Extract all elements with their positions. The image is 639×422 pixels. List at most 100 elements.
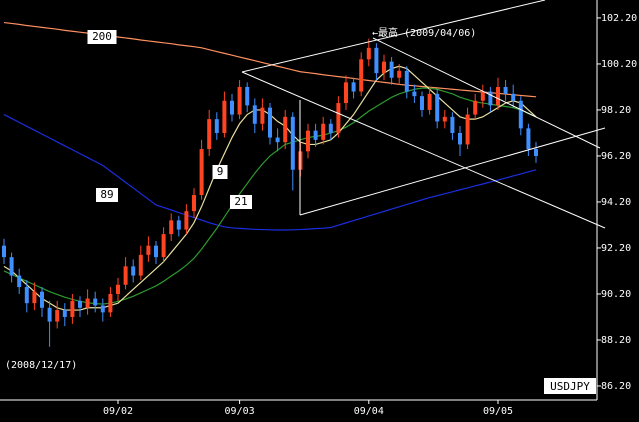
y-tick-label: 98.20 bbox=[601, 105, 631, 116]
candle-body bbox=[214, 119, 219, 133]
candle-body bbox=[503, 86, 508, 94]
candle-body bbox=[534, 149, 538, 156]
y-tick-label: 100.20 bbox=[601, 59, 637, 70]
candle-body bbox=[176, 220, 181, 230]
ma-label-box bbox=[87, 30, 117, 44]
candle-body bbox=[518, 100, 523, 129]
candle-body bbox=[290, 116, 295, 170]
x-tick-label: 09/04 bbox=[354, 406, 384, 417]
candle-body bbox=[184, 211, 189, 230]
trend-line bbox=[241, 0, 546, 73]
candle-body bbox=[222, 100, 227, 133]
ma-line bbox=[3, 87, 537, 305]
candle-body bbox=[260, 107, 265, 124]
trend-line bbox=[241, 71, 606, 229]
candle-body bbox=[199, 149, 204, 196]
candle-body bbox=[473, 100, 478, 115]
candle-body bbox=[62, 310, 67, 317]
candle-body bbox=[450, 116, 455, 133]
candle-body bbox=[169, 220, 174, 235]
y-tick-label: 90.20 bbox=[601, 289, 631, 300]
ma-label: 21 bbox=[234, 195, 247, 208]
candle-body bbox=[192, 195, 196, 212]
candle-body bbox=[93, 298, 98, 306]
ma-label-box bbox=[212, 165, 228, 179]
candle-body bbox=[131, 266, 136, 276]
ma-label-box bbox=[96, 188, 118, 202]
candle-body bbox=[207, 119, 212, 150]
ma-label: 200 bbox=[92, 30, 112, 43]
candle-body bbox=[389, 61, 394, 78]
candle-body bbox=[138, 254, 143, 276]
y-tick-label: 94.20 bbox=[601, 197, 631, 208]
candle-body bbox=[283, 116, 288, 143]
candle-body bbox=[420, 96, 424, 110]
candle-body bbox=[268, 107, 272, 138]
candle-body bbox=[123, 266, 128, 285]
annotation: ←最高 (2009/04/06) bbox=[372, 26, 476, 39]
candle-body bbox=[412, 91, 417, 97]
ma-label: 9 bbox=[217, 165, 224, 178]
candle-body bbox=[488, 91, 493, 106]
candle-body bbox=[526, 128, 531, 150]
candle-body bbox=[374, 47, 379, 74]
trend-line bbox=[299, 127, 606, 216]
y-tick-label: 86.20 bbox=[601, 381, 631, 392]
y-tick-label: 96.20 bbox=[601, 151, 631, 162]
candle-body bbox=[351, 82, 356, 92]
candle-body bbox=[465, 114, 470, 145]
candle-body bbox=[146, 245, 151, 255]
candle-body bbox=[108, 293, 113, 313]
ma-label: 89 bbox=[100, 188, 113, 201]
x-tick-label: 09/05 bbox=[483, 406, 513, 417]
candle-body bbox=[154, 245, 158, 258]
candle-body bbox=[366, 47, 371, 60]
candle-body bbox=[237, 86, 242, 115]
candle-body bbox=[161, 234, 166, 258]
candle-body bbox=[328, 123, 333, 133]
candle-body bbox=[116, 284, 120, 294]
ma-label-box bbox=[230, 195, 252, 209]
x-tick-label: 09/03 bbox=[225, 406, 255, 417]
candle-body bbox=[404, 70, 409, 92]
candle-body bbox=[442, 116, 447, 122]
candle-body bbox=[480, 91, 485, 101]
trend-lines bbox=[241, 0, 606, 229]
candle-body bbox=[359, 59, 364, 92]
candle-body bbox=[336, 103, 341, 133]
candle-body bbox=[55, 310, 60, 322]
candle-body bbox=[100, 305, 105, 313]
candle-body bbox=[2, 245, 6, 258]
candle-body bbox=[85, 298, 90, 308]
candle-body bbox=[344, 82, 348, 104]
candle-body bbox=[47, 307, 52, 322]
annotation: (2008/12/17) bbox=[5, 360, 77, 371]
candle-body bbox=[17, 275, 22, 288]
candle-body bbox=[321, 123, 326, 140]
candle-body bbox=[427, 93, 432, 110]
y-tick-label: 92.20 bbox=[601, 243, 631, 254]
y-tick-label: 88.20 bbox=[601, 335, 631, 346]
x-tick-label: 09/02 bbox=[103, 406, 133, 417]
candle-body bbox=[9, 257, 14, 276]
chart-title: USDJPY bbox=[550, 380, 590, 393]
plot-layer bbox=[2, 21, 538, 347]
candle-body bbox=[435, 93, 440, 122]
candle-body bbox=[511, 93, 516, 101]
candle-body bbox=[313, 130, 318, 140]
candle-body bbox=[230, 100, 234, 115]
candle-body bbox=[306, 130, 310, 152]
candle-body bbox=[24, 287, 29, 304]
candle-body bbox=[397, 70, 402, 78]
candle-body bbox=[78, 300, 82, 308]
candle-body bbox=[496, 86, 500, 106]
candle-body bbox=[245, 86, 250, 106]
candle-body bbox=[70, 300, 75, 317]
symbol-box bbox=[544, 378, 596, 394]
candle-body bbox=[32, 291, 37, 304]
ma-line bbox=[3, 114, 537, 231]
trend-line bbox=[372, 37, 601, 149]
candle-body bbox=[458, 132, 462, 145]
